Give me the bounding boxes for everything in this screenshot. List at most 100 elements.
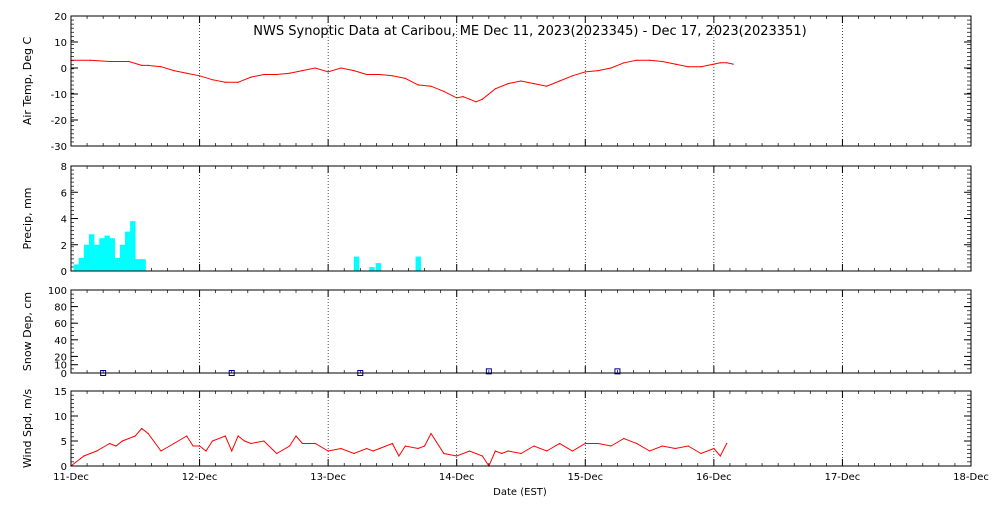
panel-0-data-point (276, 73, 278, 76)
panel-3-data-point (546, 450, 548, 452)
panel-0-frame (70, 15, 972, 147)
panel-0-data-point (462, 96, 464, 98)
panel-0-data-point (211, 79, 214, 81)
panel-3-data-point (571, 450, 574, 452)
panel-0-data-point (610, 67, 612, 69)
panel-3-data-point (96, 450, 98, 452)
panel-3-y-tick-label: 5 (61, 437, 67, 448)
panel-2-y-tick-label: 60 (54, 319, 67, 330)
panel-3-data-point (481, 455, 484, 457)
panel-0-data-point (648, 59, 651, 61)
panel-3-y-axis-label: Wind Spd, m/s (21, 389, 34, 469)
panel-3-data-point (726, 442, 728, 445)
panel-3-data-point (719, 455, 721, 457)
panel-3-data-point (134, 435, 136, 437)
panel-3-data-point (301, 442, 304, 445)
panel-3-data-point (288, 445, 291, 447)
panel-3-data-point (198, 445, 201, 447)
panel-3-data-point (674, 447, 676, 450)
panel-0-data-point (108, 60, 111, 63)
panel-1-bar (140, 259, 146, 271)
panel-0-data-point (726, 62, 728, 64)
panel-3-data-point (430, 432, 432, 435)
x-tick-label: 18-Dec (953, 472, 989, 483)
panel-3-data-point (250, 442, 252, 445)
x-tick-label: 12-Dec (182, 472, 218, 483)
panel-0-data-point (520, 80, 522, 82)
panel-2-y-tick-label: 40 (54, 336, 67, 347)
panel-0-data-point (571, 75, 574, 77)
panel-3-data-point (89, 452, 91, 455)
panel-0-data-point (481, 98, 484, 100)
panel-3-data-point (687, 445, 689, 447)
panel-1-bar (109, 238, 115, 271)
panel-0-data-point (198, 75, 201, 77)
panel-3-series-line (70, 427, 728, 468)
panel-0-data-point (160, 66, 162, 68)
panel-1-frame (70, 165, 972, 272)
panel-3-data-point (456, 455, 458, 457)
panel-3-data-point (533, 445, 535, 447)
panel-0-data-point (404, 77, 406, 79)
panel-3-data-point (700, 452, 702, 455)
panel-3-data-point (507, 450, 509, 452)
x-tick-label: 15-Dec (567, 472, 603, 483)
panel-0-data-point (623, 62, 625, 64)
panel-0-data-point (237, 81, 239, 83)
x-axis-label: Date (EST) (493, 487, 547, 498)
panel-0-y-axis-label: Air Temp, Deg C (21, 37, 34, 126)
panel-0-data-point (468, 98, 471, 100)
x-tick-label: 16-Dec (696, 472, 732, 483)
panel-3-y-tick-label: 15 (54, 387, 67, 398)
panel-0-data-point (443, 90, 445, 92)
panel-0-data-point (224, 81, 226, 83)
panel-0-data-point (584, 71, 586, 73)
panel-1-bar (78, 257, 85, 271)
panel-2-y-tick-label: 10 (54, 361, 67, 372)
panel-1-bar (119, 244, 126, 271)
panel-0-series-line (71, 59, 734, 103)
panel-1-y-tick-label: 6 (61, 188, 67, 199)
panel-0-data-point (353, 70, 355, 72)
panel-3-data-point (423, 445, 426, 447)
panel-1-bar (415, 256, 421, 271)
panel-0-data-point (128, 60, 130, 63)
panel-1-y-tick-label: 0 (61, 267, 67, 278)
panel-1-y-tick-label: 8 (61, 162, 67, 173)
panel-3-data-point (443, 452, 445, 455)
panel-0-data-point (366, 73, 368, 76)
panel-3-data-point (237, 435, 239, 437)
panel-2-marker (614, 368, 621, 375)
panel-2-y-tick-label: 20 (54, 352, 67, 363)
panel-3-data-point (584, 442, 586, 445)
panel-3-data-point (147, 432, 149, 435)
panel-1-bar (353, 256, 360, 271)
panel-3-data-point (314, 442, 316, 445)
panel-3-data-point (173, 442, 175, 445)
panel-3-data-point (398, 455, 400, 457)
panel-0-data-point (636, 59, 638, 61)
panel-0-data-point (430, 85, 432, 87)
panel-1-bar (114, 257, 121, 271)
panel-1-bar (375, 263, 382, 271)
panel-0-data-point (475, 101, 477, 103)
panel-3-data-point (83, 455, 85, 457)
x-tick-label: 14-Dec (439, 472, 475, 483)
x-tick-label: 11-Dec (53, 472, 89, 483)
panel-2-y-tick-label: 0 (61, 369, 67, 380)
panel-0-data-point (456, 97, 458, 99)
panel-3-data-point (243, 440, 246, 442)
panel-3-data-point (211, 440, 214, 442)
panel-1-y-tick-label: 2 (61, 241, 67, 252)
panel-3-data-point (520, 452, 522, 455)
panel-0-data-point (494, 88, 496, 90)
panel-3-data-point (108, 442, 111, 445)
panel-3-data-point (468, 450, 471, 452)
panel-0-data-point (719, 62, 721, 64)
panel-2-y-tick-label: 100 (48, 286, 67, 297)
panel-1-bar (130, 221, 136, 271)
panel-3-data-point (340, 447, 342, 450)
panel-3-data-point (231, 450, 233, 452)
